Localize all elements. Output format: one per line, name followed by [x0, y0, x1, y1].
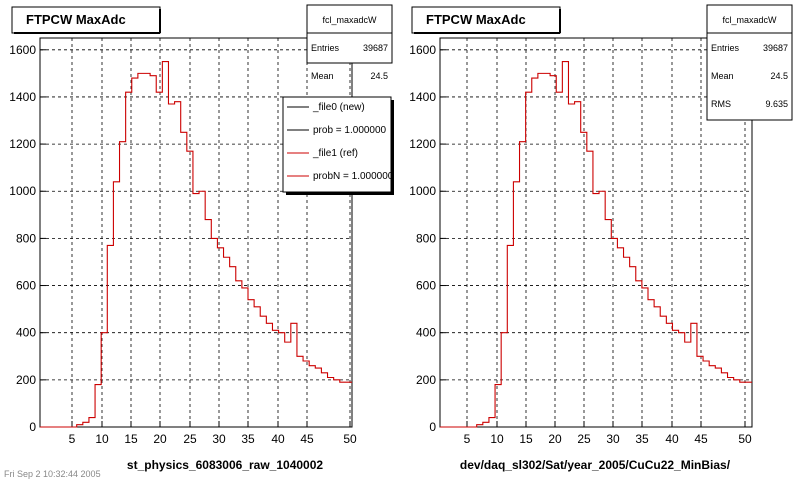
- y-tick-label: 1600: [409, 43, 436, 57]
- x-tick-label: 25: [183, 432, 197, 446]
- plot-title: FTPCW MaxAdc: [26, 12, 126, 27]
- y-tick-label: 200: [16, 373, 36, 387]
- stats-value: 24.5: [370, 71, 388, 81]
- title-box: [11, 6, 161, 34]
- stats-label: Entries: [711, 43, 740, 53]
- stats-box: [706, 4, 793, 121]
- stats-label: Mean: [311, 71, 334, 81]
- x-axis-label: st_physics_6083006_raw_1040002: [127, 458, 323, 472]
- x-tick-label: 30: [606, 432, 620, 446]
- stats-label: Entries: [311, 43, 340, 53]
- x-tick-label: 20: [153, 432, 167, 446]
- x-tick-label: 15: [124, 432, 138, 446]
- y-tick-label: 200: [416, 373, 436, 387]
- y-tick-label: 400: [16, 326, 36, 340]
- plot-pad-1: 5 10 15 20 25 30 35 40 45 50 0 200 400 600 800 1000 1200…: [9, 4, 394, 472]
- y-tick-label: 1600: [9, 43, 36, 57]
- x-tick-label: 5: [69, 432, 76, 446]
- stats-name: fcl_maxadcW: [322, 15, 377, 25]
- y-tick-label: 800: [16, 231, 36, 245]
- x-tick-label: 50: [343, 432, 357, 446]
- x-tick-label: 25: [577, 432, 591, 446]
- stats-value: 9.635: [765, 99, 788, 109]
- title-box: [411, 6, 561, 34]
- plot-frame: [439, 37, 753, 428]
- plot-frame: [39, 37, 353, 428]
- y-tick-label: 400: [416, 326, 436, 340]
- y-tick-label: 800: [416, 231, 436, 245]
- x-axis-label: dev/daq_sl302/Sat/year_2005/CuCu22_MinBi…: [460, 458, 731, 472]
- footer-date: Fri Sep 2 10:32:44 2005: [4, 469, 101, 479]
- y-tick-label: 1000: [409, 184, 436, 198]
- y-tick-label: 0: [429, 420, 436, 434]
- x-tick-label: 30: [212, 432, 226, 446]
- y-tick-label: 1000: [9, 184, 36, 198]
- x-tick-label: 40: [271, 432, 285, 446]
- y-tick-label: 1400: [409, 90, 436, 104]
- stats-value: 39687: [363, 43, 388, 53]
- stats-name: fcl_maxadcW: [722, 15, 777, 25]
- legend-label: _file0 (new): [312, 102, 365, 113]
- x-tick-label: 20: [548, 432, 562, 446]
- legend-label: _file1 (ref): [312, 148, 358, 159]
- x-tick-label: 40: [665, 432, 679, 446]
- y-tick-label: 600: [416, 279, 436, 293]
- x-tick-label: 5: [464, 432, 471, 446]
- x-tick-label: 10: [490, 432, 504, 446]
- y-tick-label: 0: [29, 420, 36, 434]
- stats-label: RMS: [711, 99, 731, 109]
- histogram-series-1: [40, 61, 352, 428]
- legend-label: probN = 1.000000: [313, 171, 394, 182]
- plot-title: FTPCW MaxAdc: [426, 12, 526, 27]
- legend-label: prob = 1.000000: [313, 125, 387, 136]
- stats-label: Mean: [711, 71, 734, 81]
- x-tick-label: 35: [241, 432, 255, 446]
- y-tick-label: 1200: [9, 137, 36, 151]
- x-tick-label: 45: [300, 432, 314, 446]
- x-tick-label: 35: [635, 432, 649, 446]
- y-tick-label: 600: [16, 279, 36, 293]
- plot-pad-2: 5 10 15 20 25 30 35 40 45 50 0 200 400 600 800 1000 1200…: [409, 4, 793, 472]
- stats-value: 39687: [763, 43, 788, 53]
- stats-value: 24.5: [770, 71, 788, 81]
- x-tick-label: 15: [519, 432, 533, 446]
- y-tick-label: 1200: [409, 137, 436, 151]
- y-tick-label: 1400: [9, 90, 36, 104]
- x-tick-label: 45: [694, 432, 708, 446]
- stats-box: [306, 4, 393, 64]
- x-tick-label: 10: [95, 432, 109, 446]
- x-tick-label: 50: [738, 432, 752, 446]
- histogram-series-1: [440, 61, 752, 428]
